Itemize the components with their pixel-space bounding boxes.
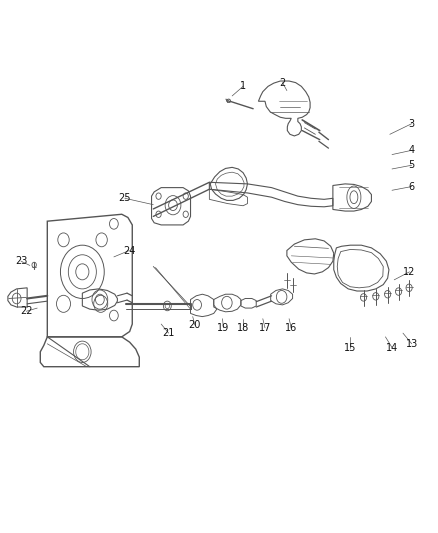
- Text: 12: 12: [403, 267, 416, 277]
- Text: 19: 19: [217, 323, 230, 333]
- Text: 6: 6: [409, 182, 415, 191]
- Text: 17: 17: [259, 323, 271, 333]
- Text: 3: 3: [409, 119, 415, 128]
- Text: 16: 16: [285, 323, 297, 333]
- Text: 1: 1: [240, 82, 246, 91]
- Text: 5: 5: [409, 160, 415, 170]
- Text: 4: 4: [409, 146, 415, 155]
- Text: 15: 15: [344, 343, 357, 352]
- Text: 24: 24: [123, 246, 135, 255]
- Text: 21: 21: [162, 328, 175, 338]
- Text: 2: 2: [279, 78, 286, 87]
- Text: 14: 14: [386, 343, 398, 352]
- Text: 22: 22: [20, 306, 32, 316]
- Text: 25: 25: [119, 193, 131, 203]
- Text: 23: 23: [15, 256, 27, 266]
- Text: 13: 13: [406, 339, 418, 349]
- Text: 18: 18: [237, 323, 249, 333]
- Text: 20: 20: [189, 320, 201, 330]
